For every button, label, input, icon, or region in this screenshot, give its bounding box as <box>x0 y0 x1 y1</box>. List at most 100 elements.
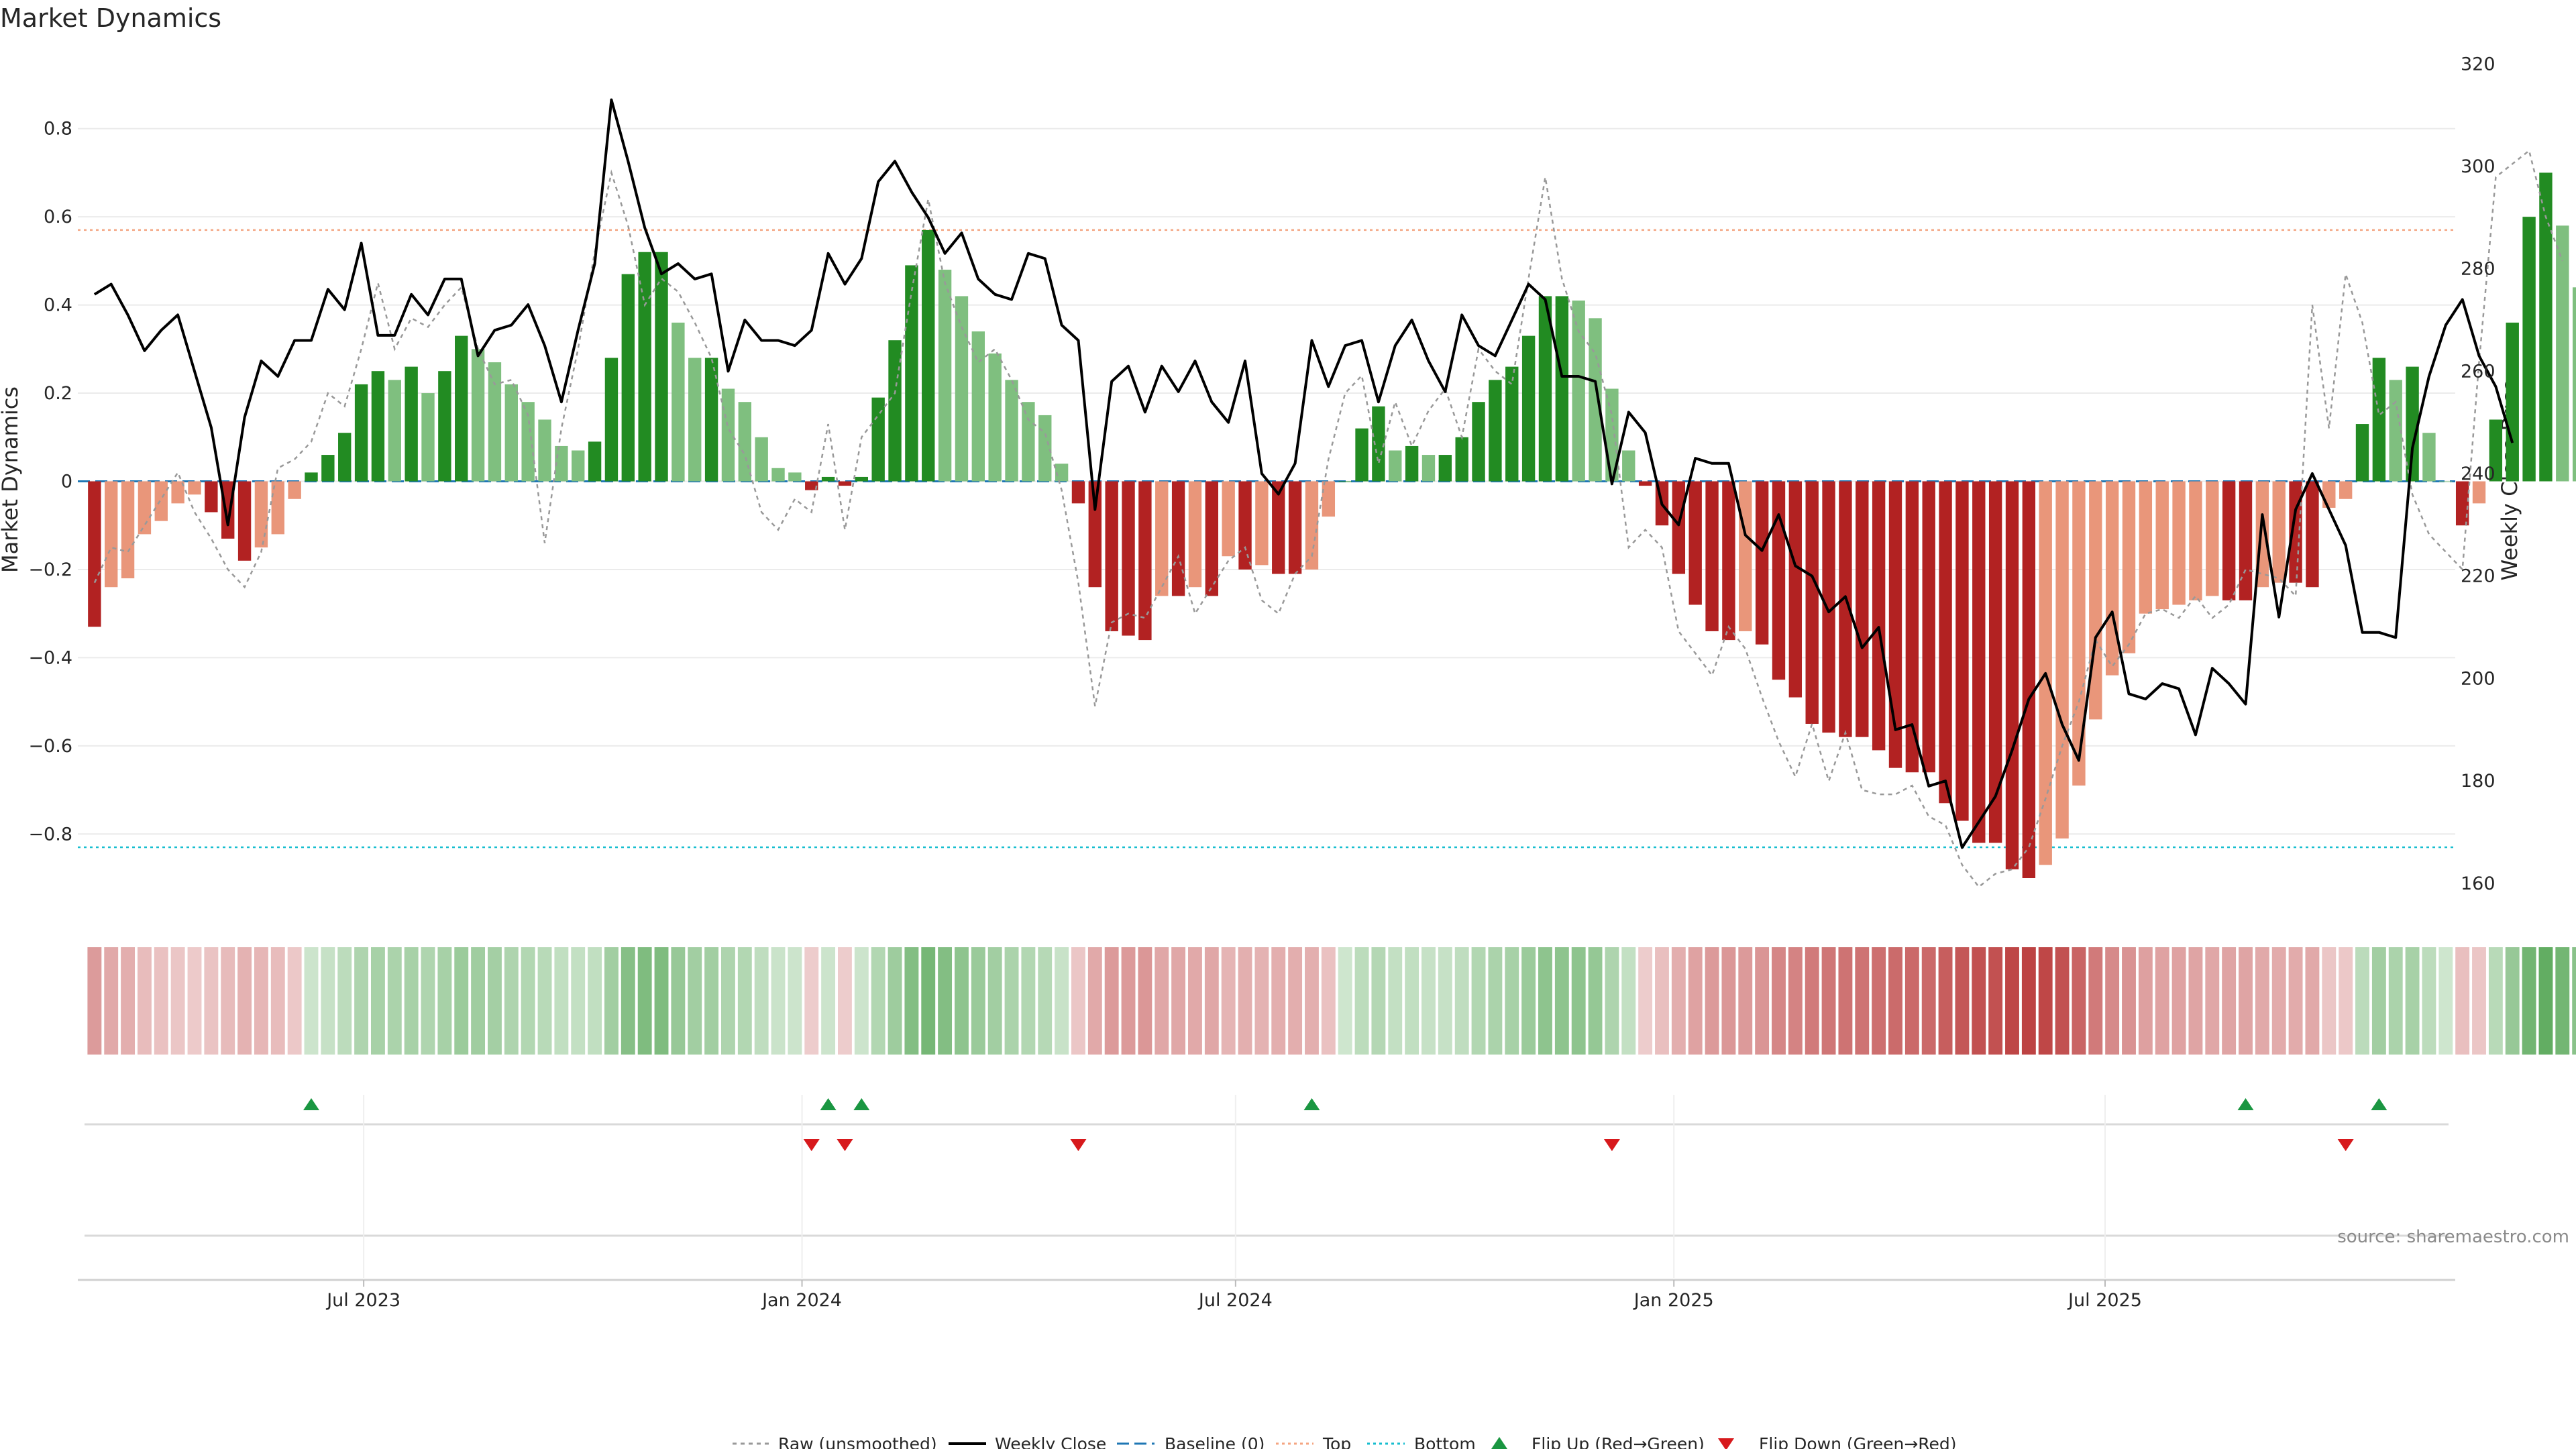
dynamics-bar <box>2556 225 2569 482</box>
dynamics-bar <box>971 331 985 482</box>
regime-cell <box>588 947 602 1055</box>
regime-cell <box>454 947 469 1055</box>
dynamics-bar <box>455 335 468 482</box>
dynamics-bar <box>1672 481 1686 574</box>
y2-tick-label: 220 <box>2461 566 2496 587</box>
dynamics-bar <box>171 481 184 504</box>
regime-cell <box>2055 947 2070 1055</box>
dynamics-bar <box>1238 481 1252 570</box>
dynamics-bar <box>905 265 918 482</box>
regime-cell <box>421 947 435 1055</box>
dynamics-bar <box>121 481 135 579</box>
dynamics-bar <box>1822 481 1835 733</box>
y2-tick-label: 200 <box>2461 668 2496 689</box>
regime-cell <box>2488 947 2503 1055</box>
regime-cell <box>2505 947 2520 1055</box>
dynamics-bar <box>1288 481 1302 574</box>
regime-cell <box>1288 947 1303 1055</box>
dynamics-bar <box>1389 450 1402 482</box>
regime-cell <box>737 947 752 1055</box>
regime-cell <box>1488 947 1503 1055</box>
dynamics-bar <box>154 481 168 521</box>
dynamics-bar <box>405 366 418 482</box>
regime-cell <box>2255 947 2269 1055</box>
regime-cell <box>404 947 419 1055</box>
flip-up-marker <box>1303 1098 1320 1110</box>
regime-cell <box>1471 947 1486 1055</box>
dynamics-bar <box>2155 481 2169 610</box>
y2-tick-label: 300 <box>2461 156 2496 177</box>
regime-cell <box>1321 947 1336 1055</box>
regime-cell <box>2538 947 2553 1055</box>
regime-cell <box>1888 947 1902 1055</box>
regime-cell <box>321 947 335 1055</box>
legend-bottom-label: Bottom <box>1414 1434 1476 1449</box>
dynamics-bar <box>1589 318 1602 482</box>
regime-cell <box>2522 947 2536 1055</box>
regime-cell <box>270 947 285 1055</box>
dynamics-bar <box>1455 437 1468 482</box>
dynamics-bar <box>521 402 535 482</box>
dynamics-bar <box>2339 481 2353 499</box>
dynamics-bar <box>1688 481 1702 605</box>
regime-cell <box>888 947 902 1055</box>
regime-cell <box>1788 947 1803 1055</box>
regime-cell <box>1204 947 1219 1055</box>
regime-cell <box>437 947 452 1055</box>
regime-cell <box>1421 947 1436 1055</box>
regime-cell <box>1521 947 1536 1055</box>
dynamics-bar <box>1905 481 1919 773</box>
dynamics-bar <box>371 371 385 482</box>
dynamics-bar <box>805 481 818 490</box>
y-tick-label: −0.8 <box>28 824 72 845</box>
dynamics-bar <box>2539 172 2553 482</box>
chart-title: Market Dynamics <box>0 3 221 33</box>
dynamics-bar <box>1555 296 1569 482</box>
dynamics-bar <box>2022 481 2036 878</box>
regime-cell <box>2288 947 2303 1055</box>
regime-cell <box>1405 947 1419 1055</box>
regime-cell <box>2455 947 2470 1055</box>
y-tick-label: 0.8 <box>44 119 72 140</box>
regime-cell <box>137 947 152 1055</box>
regime-cell <box>2222 947 2237 1055</box>
regime-cell <box>2339 947 2353 1055</box>
dynamics-bar <box>2355 424 2369 482</box>
regime-cell <box>221 947 235 1055</box>
regime-cell <box>904 947 919 1055</box>
regime-cell <box>2138 947 2153 1055</box>
dynamics-bar <box>688 358 702 482</box>
dynamics-bar <box>2272 481 2286 583</box>
regime-cell <box>871 947 885 1055</box>
source-note: source: sharemaestro.com <box>2337 1227 2569 1247</box>
regime-cell <box>1972 947 1986 1055</box>
regime-cell <box>1738 947 1753 1055</box>
dynamics-bar <box>655 252 668 482</box>
regime-cell <box>1955 947 1970 1055</box>
regime-strip <box>87 947 2576 1055</box>
dynamics-bar <box>2389 380 2402 482</box>
dynamics-bar <box>105 481 118 588</box>
dynamics-bar <box>1572 301 1585 482</box>
dynamics-bar <box>305 472 318 482</box>
regime-cell <box>688 947 702 1055</box>
regime-cell <box>2371 947 2386 1055</box>
regime-cell <box>838 947 852 1055</box>
dynamics-bar <box>2422 433 2436 482</box>
regime-cell <box>1671 947 1686 1055</box>
dynamics-bar <box>188 481 201 495</box>
regime-cell <box>1238 947 1252 1055</box>
regime-cell <box>654 947 669 1055</box>
dynamics-bar <box>1872 481 1886 751</box>
regime-cell <box>121 947 136 1055</box>
regime-cell <box>488 947 502 1055</box>
dynamics-bar <box>1038 415 1052 482</box>
flip-up-marker <box>820 1098 837 1110</box>
regime-cell <box>1638 947 1653 1055</box>
dynamics-bar <box>2306 481 2319 588</box>
dynamics-bar <box>1505 366 1519 482</box>
regime-cell <box>1655 947 1669 1055</box>
dynamics-bar <box>1372 406 1385 482</box>
regime-cell <box>1104 947 1119 1055</box>
